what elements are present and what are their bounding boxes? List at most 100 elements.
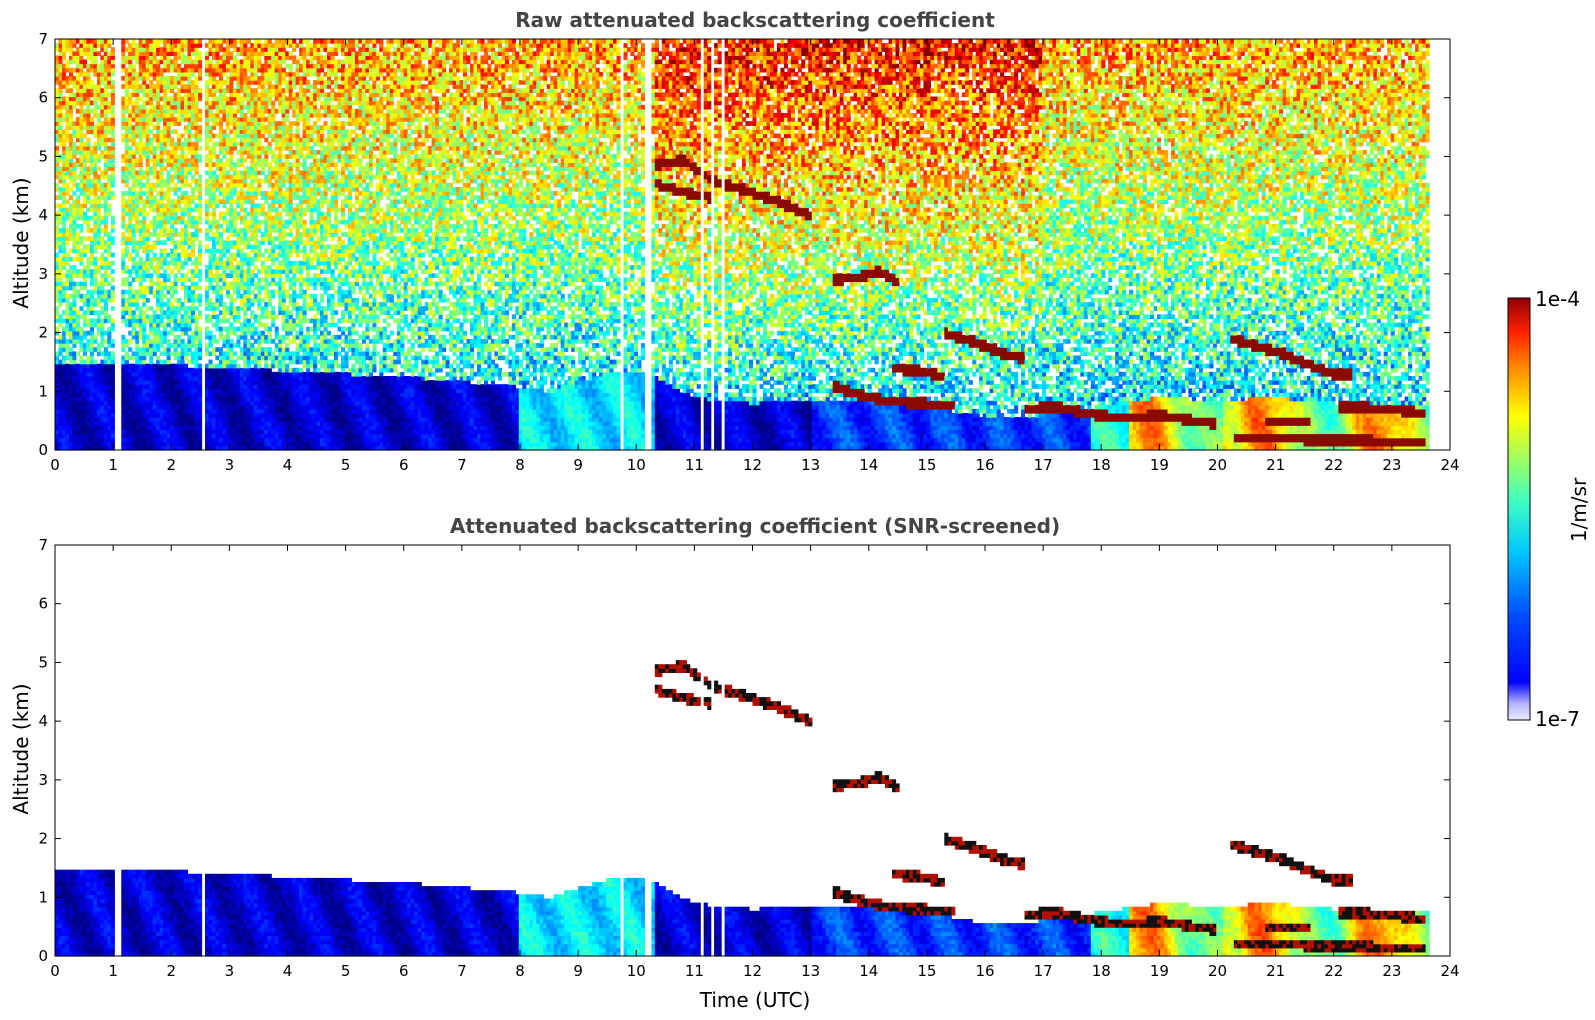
heatmap-cell — [79, 294, 83, 299]
heatmap-cell — [66, 121, 70, 126]
heatmap-cell — [59, 72, 63, 77]
heatmap-cell — [90, 335, 94, 340]
heatmap-cell — [59, 393, 63, 398]
heatmap-cell — [72, 298, 76, 303]
heatmap-cell — [55, 125, 59, 130]
heatmap-cell — [66, 409, 70, 414]
heatmap-cell — [72, 434, 76, 439]
heatmap-cell — [83, 360, 87, 365]
heatmap-cell — [59, 51, 63, 56]
heatmap-cell — [93, 323, 97, 328]
heatmap-cell — [79, 347, 83, 352]
heatmap-cell — [66, 150, 70, 155]
heatmap-cell — [66, 228, 70, 233]
heatmap-cell — [93, 425, 97, 430]
heatmap-cell — [90, 409, 94, 414]
heatmap-cell — [62, 203, 66, 208]
heatmap-cell — [55, 134, 59, 139]
heatmap-cell — [90, 146, 94, 151]
heatmap-cell — [90, 187, 94, 192]
heatmap-cell — [90, 199, 94, 204]
heatmap-cell — [62, 425, 66, 430]
heatmap-cell — [62, 179, 66, 184]
heatmap-cell — [62, 438, 66, 443]
heatmap-cell — [69, 187, 73, 192]
heatmap-cell — [72, 376, 76, 381]
heatmap-cell — [59, 347, 63, 352]
heatmap-cell — [79, 282, 83, 287]
heatmap-cell — [66, 277, 70, 282]
raw-backscatter-panel: Raw attenuated backscattering coefficien… — [9, 8, 1460, 474]
heatmap-cell — [79, 314, 83, 319]
heatmap-cell — [62, 236, 66, 241]
heatmap-cell — [90, 203, 94, 208]
heatmap-cell — [62, 195, 66, 200]
heatmap-cell — [62, 224, 66, 229]
heatmap-cell — [66, 434, 70, 439]
heatmap-cell — [55, 360, 59, 365]
heatmap-cell — [76, 183, 80, 188]
heatmap-cell — [72, 393, 76, 398]
chart-title: Raw attenuated backscattering coefficien… — [515, 8, 995, 32]
heatmap-cell — [62, 72, 66, 77]
heatmap-cell — [62, 376, 66, 381]
heatmap-cell — [72, 228, 76, 233]
heatmap-cell — [83, 88, 87, 93]
heatmap-cell — [72, 438, 76, 443]
heatmap-cell — [83, 245, 87, 250]
heatmap-cell — [76, 236, 80, 241]
heatmap-cell — [83, 76, 87, 81]
heatmap-cell — [79, 84, 83, 89]
heatmap-cell — [90, 273, 94, 278]
heatmap-cell — [55, 409, 59, 414]
heatmap-cell — [59, 208, 63, 213]
heatmap-cell — [79, 327, 83, 332]
heatmap-cell — [72, 397, 76, 402]
heatmap-cell — [76, 323, 80, 328]
heatmap-cell — [72, 282, 76, 287]
heatmap-cell — [72, 175, 76, 180]
heatmap-cell — [72, 134, 76, 139]
heatmap-cell — [76, 216, 80, 221]
heatmap-cell — [83, 97, 87, 102]
heatmap-cell — [79, 150, 83, 155]
heatmap-cell — [69, 347, 73, 352]
heatmap-cell — [55, 384, 59, 389]
backscatter-cells — [55, 39, 1430, 451]
heatmap-cell — [90, 393, 94, 398]
heatmap-cell — [59, 257, 63, 262]
heatmap-cell — [90, 417, 94, 422]
heatmap-cell — [79, 109, 83, 114]
heatmap-cell — [76, 376, 80, 381]
heatmap-cell — [90, 351, 94, 356]
heatmap-cell — [55, 195, 59, 200]
heatmap-cell — [79, 380, 83, 385]
heatmap-cell — [59, 269, 63, 274]
heatmap-cell — [66, 388, 70, 393]
heatmap-cell — [83, 376, 87, 381]
heatmap-cell — [55, 129, 59, 134]
heatmap-cell — [83, 265, 87, 270]
heatmap-cell — [79, 162, 83, 167]
heatmap-cell — [79, 105, 83, 110]
heatmap-cell — [83, 429, 87, 434]
heatmap-cell — [79, 405, 83, 410]
heatmap-cell — [66, 125, 70, 130]
heatmap-cell — [55, 331, 59, 336]
heatmap-cell — [72, 68, 76, 73]
heatmap-cell — [62, 228, 66, 233]
heatmap-cell — [79, 121, 83, 126]
heatmap-cell — [86, 64, 90, 69]
heatmap-cell — [79, 125, 83, 130]
heatmap-cell — [59, 125, 63, 130]
heatmap-cell — [59, 339, 63, 344]
heatmap-cell — [83, 175, 87, 180]
heatmap-cell — [59, 376, 63, 381]
heatmap-cell — [59, 421, 63, 426]
heatmap-cell — [86, 175, 90, 180]
heatmap-cell — [66, 356, 70, 361]
heatmap-cell — [69, 117, 73, 122]
heatmap-cell — [79, 88, 83, 93]
heatmap-cell — [86, 220, 90, 225]
heatmap-cell — [55, 183, 59, 188]
